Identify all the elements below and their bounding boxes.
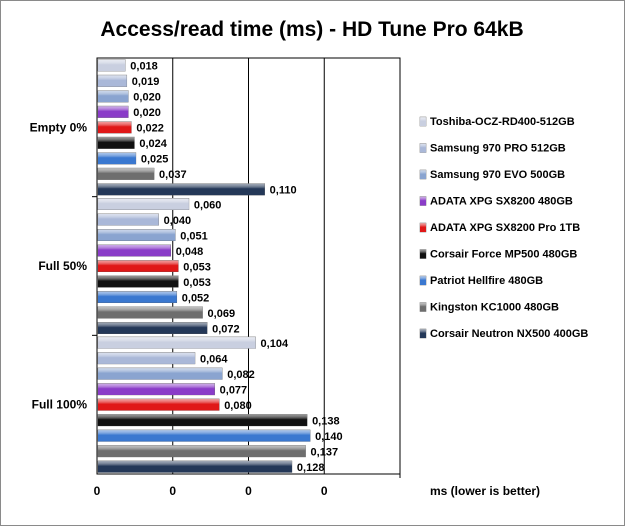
legend-label: ADATA XPG SX8200 Pro 1TB	[430, 222, 580, 234]
data-label: 0,018	[130, 61, 158, 73]
data-label: 0,138	[312, 415, 340, 427]
x-tick-label: 0	[94, 484, 101, 498]
legend-swatch-highlight	[420, 117, 426, 126]
data-label: 0,053	[183, 261, 211, 273]
x-tick-label: 0	[321, 484, 328, 498]
bar-highlight	[98, 152, 136, 165]
data-label: 0,051	[180, 230, 208, 242]
data-label: 0,052	[182, 292, 210, 304]
data-label: 0,022	[136, 123, 164, 135]
bar-highlight	[98, 90, 129, 103]
data-label: 0,080	[224, 400, 252, 412]
bar-highlight	[98, 213, 159, 226]
legend-label: Kingston KC1000 480GB	[430, 302, 559, 314]
data-label: 0,024	[139, 138, 167, 150]
bar-highlight	[98, 306, 203, 319]
legend-label: Samsung 970 EVO 500GB	[430, 169, 565, 181]
legend-swatch-highlight	[420, 329, 426, 338]
bar-highlight	[98, 260, 179, 272]
data-label: 0,040	[164, 215, 192, 227]
bar-highlight	[98, 198, 189, 210]
legend-swatch-highlight	[420, 276, 426, 285]
data-label: 0,104	[261, 338, 289, 350]
data-label: 0,020	[133, 92, 161, 104]
data-label: 0,137	[311, 446, 339, 458]
bar-highlight	[98, 275, 179, 288]
bar-highlight	[98, 106, 129, 118]
legend-swatch-highlight	[420, 302, 426, 312]
bar-highlight	[98, 168, 155, 180]
legend-swatch-highlight	[420, 223, 426, 232]
bar-highlight	[98, 429, 311, 442]
legend-label: Samsung 970 PRO 512GB	[430, 143, 566, 155]
chart-title: Access/read time (ms) - HD Tune Pro 64kB	[100, 18, 523, 41]
x-tick-label: 0	[169, 484, 176, 498]
data-label: 0,019	[132, 76, 160, 88]
bar-highlight	[98, 383, 215, 395]
legend-label: Patriot Hellfire 480GB	[430, 275, 543, 287]
bar-highlight	[98, 244, 171, 257]
data-label: 0,069	[208, 308, 236, 320]
bar-highlight	[98, 460, 292, 473]
x-axis-title: ms (lower is better)	[430, 484, 540, 498]
category-label: Empty 0%	[30, 120, 88, 134]
legend-label: Toshiba-OCZ-RD400-512GB	[430, 116, 575, 128]
legend-swatch-highlight	[420, 196, 426, 206]
data-label: 0,140	[315, 431, 343, 443]
bar-highlight	[98, 229, 176, 241]
bar-highlight	[98, 367, 223, 380]
legend-swatch-highlight	[420, 143, 426, 153]
category-label: Full 100%	[32, 398, 88, 412]
bar-highlight	[98, 322, 208, 334]
data-label: 0,060	[194, 199, 222, 211]
data-label: 0,064	[200, 353, 228, 365]
category-label: Full 50%	[38, 259, 87, 273]
x-tick-label: 0	[245, 484, 252, 498]
bar-highlight	[98, 336, 256, 349]
data-label: 0,037	[159, 169, 187, 181]
data-label: 0,128	[297, 462, 325, 474]
bar-highlight	[98, 352, 195, 364]
legend-label: ADATA XPG SX8200 480GB	[430, 196, 573, 208]
data-label: 0,048	[176, 246, 204, 258]
legend-swatch-highlight	[420, 249, 426, 259]
bar-highlight	[98, 137, 135, 149]
legend-label: Corsair Force MP500 480GB	[430, 249, 577, 261]
bar-highlight	[98, 183, 265, 196]
bar-highlight	[98, 121, 132, 134]
data-label: 0,025	[141, 154, 169, 166]
bar-highlight	[98, 398, 220, 411]
bar-highlight	[98, 59, 126, 72]
data-label: 0,053	[183, 277, 211, 289]
data-label: 0,082	[227, 369, 255, 381]
data-label: 0,020	[133, 107, 161, 119]
legend-swatch-highlight	[420, 170, 426, 179]
legend-label: Corsair Neutron NX500 400GB	[430, 328, 588, 340]
bar-highlight	[98, 414, 308, 426]
bar-highlight	[98, 75, 127, 87]
data-label: 0,077	[220, 384, 248, 396]
data-label: 0,110	[270, 185, 297, 197]
data-label: 0,072	[212, 323, 240, 335]
bar-highlight	[98, 445, 306, 457]
bar-highlight	[98, 291, 177, 303]
